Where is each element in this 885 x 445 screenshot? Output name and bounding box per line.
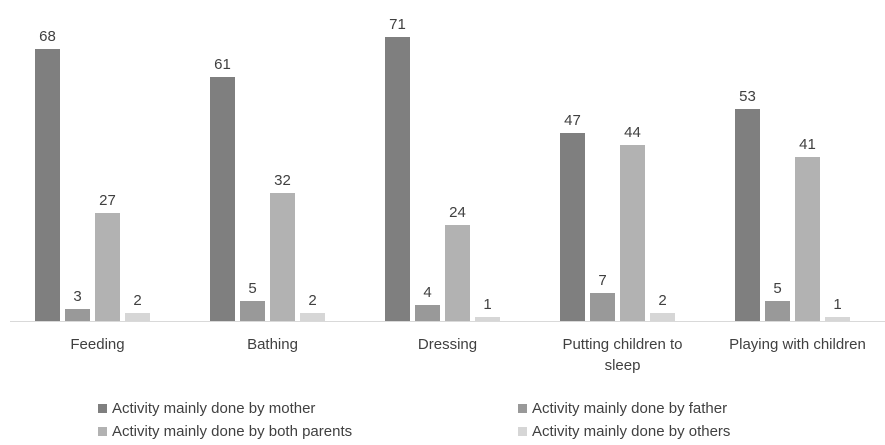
bar xyxy=(445,225,470,321)
x-tick-label: Putting children to xyxy=(562,336,682,353)
bar xyxy=(95,213,120,321)
bar xyxy=(795,157,820,321)
legend-item-others: Activity mainly done by others xyxy=(518,423,730,440)
data-label: 5 xyxy=(773,280,781,297)
bar xyxy=(240,301,265,321)
data-label: 5 xyxy=(248,280,256,297)
legend-item-mother: Activity mainly done by mother xyxy=(98,400,315,417)
legend-swatch-both-parents xyxy=(98,427,107,436)
x-tick-label: Playing with children xyxy=(729,336,866,353)
bar xyxy=(560,133,585,321)
data-label: 24 xyxy=(449,204,466,221)
x-tick-label: Dressing xyxy=(418,336,477,353)
bar xyxy=(735,109,760,321)
data-label: 4 xyxy=(423,284,431,301)
legend-swatch-others xyxy=(518,427,527,436)
legend-label-others: Activity mainly done by others xyxy=(532,423,731,440)
data-label: 53 xyxy=(739,88,756,105)
data-label: 2 xyxy=(308,292,316,309)
bar xyxy=(620,145,645,321)
legend: Activity mainly done by mother Activity … xyxy=(0,398,885,444)
bar xyxy=(825,317,850,321)
data-label: 32 xyxy=(274,172,291,189)
data-label: 27 xyxy=(99,192,116,209)
legend-item-both-parents: Activity mainly done by both parents xyxy=(98,423,352,440)
legend-label-mother: Activity mainly done by mother xyxy=(112,400,316,417)
x-tick-label: sleep xyxy=(605,357,641,374)
bar xyxy=(125,313,150,321)
bar xyxy=(650,313,675,321)
data-label: 2 xyxy=(133,292,141,309)
bar xyxy=(270,193,295,321)
legend-swatch-father xyxy=(518,404,527,413)
data-label: 2 xyxy=(658,292,666,309)
bar xyxy=(590,293,615,321)
bar xyxy=(210,77,235,321)
data-label: 44 xyxy=(624,124,641,141)
data-label: 61 xyxy=(214,56,231,73)
bar-chart: 683272Feeding615322Bathing714241Dressing… xyxy=(10,16,885,374)
data-label: 1 xyxy=(833,296,841,313)
legend-label-both-parents: Activity mainly done by both parents xyxy=(112,423,353,440)
data-label: 3 xyxy=(73,288,81,305)
data-label: 41 xyxy=(799,136,816,153)
bar xyxy=(385,37,410,321)
bar xyxy=(415,305,440,321)
data-label: 1 xyxy=(483,296,491,313)
legend-item-father: Activity mainly done by father xyxy=(518,400,727,417)
x-tick-label: Feeding xyxy=(70,336,124,353)
x-tick-label: Bathing xyxy=(247,336,298,353)
data-label: 7 xyxy=(598,272,606,289)
bar xyxy=(300,313,325,321)
legend-label-father: Activity mainly done by father xyxy=(532,400,728,417)
data-label: 68 xyxy=(39,28,56,45)
bar xyxy=(475,317,500,321)
bar xyxy=(35,49,60,321)
legend-swatch-mother xyxy=(98,404,107,413)
bar xyxy=(65,309,90,321)
bar xyxy=(765,301,790,321)
data-label: 47 xyxy=(564,112,581,129)
data-label: 71 xyxy=(389,16,406,33)
